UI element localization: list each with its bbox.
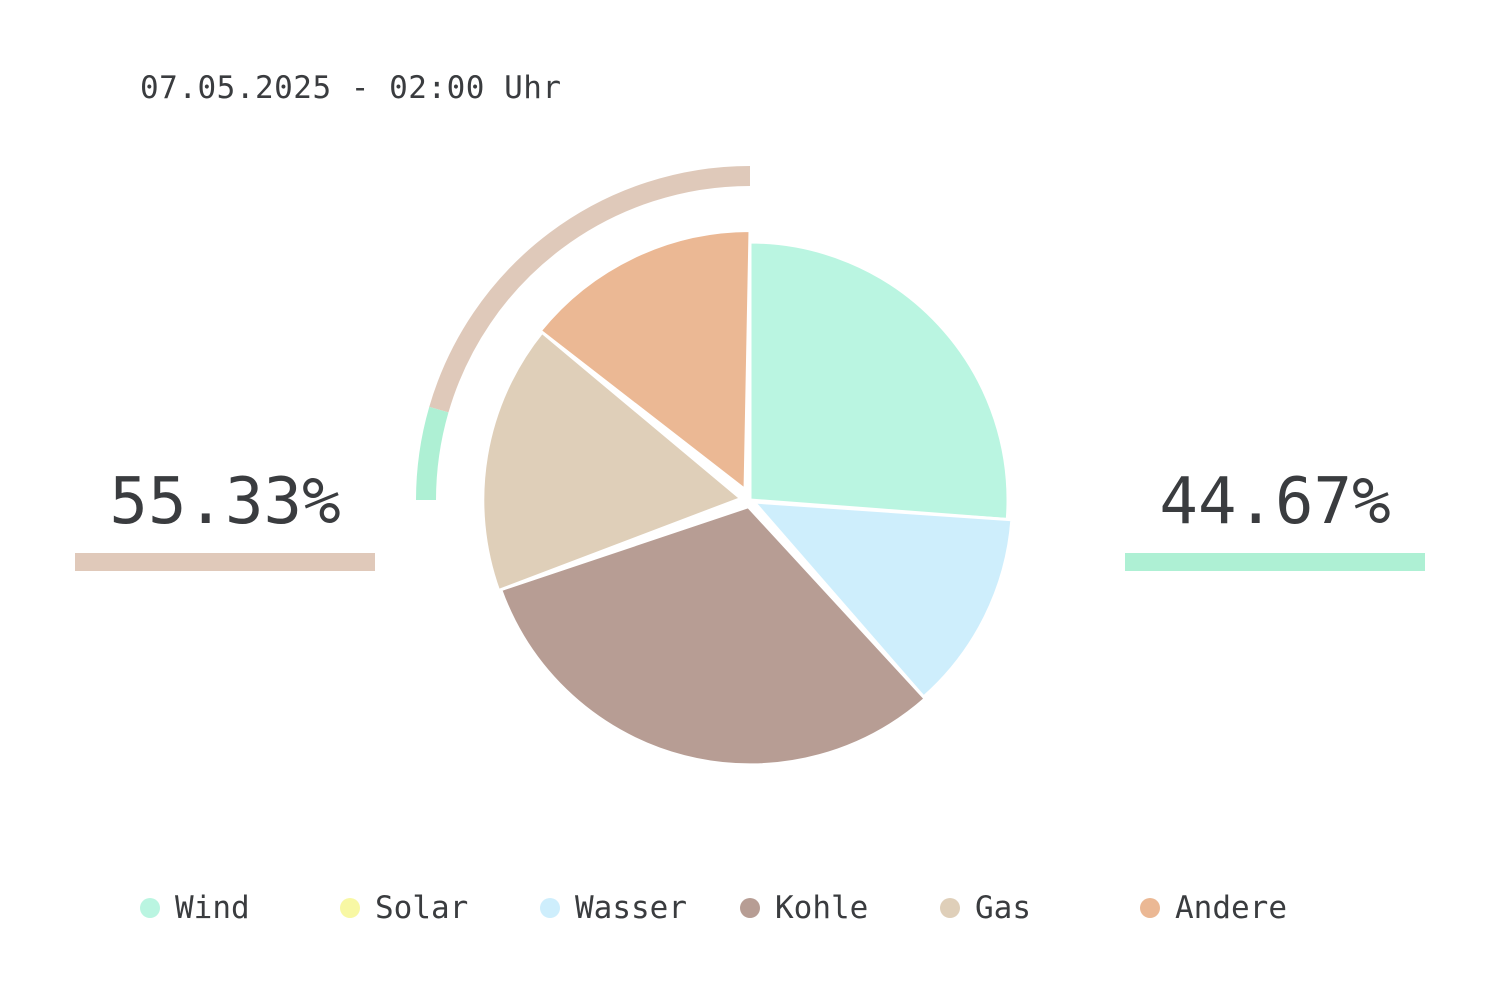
legend-swatch (540, 898, 560, 918)
outer-ring-segment-2 (416, 406, 449, 501)
right-share-value: 44.67% (1159, 465, 1391, 539)
left-share-stat: 55.33% (75, 462, 375, 571)
right-share-bar (1125, 553, 1425, 571)
pie-slice-wasser (752, 500, 1014, 699)
legend-item-solar: Solar (340, 890, 468, 926)
pie-slice-andere (538, 229, 752, 492)
chart-timestamp: 07.05.2025 - 02:00 Uhr (140, 70, 562, 106)
legend-item-andere: Andere (1140, 890, 1287, 926)
legend-label: Wasser (575, 890, 687, 926)
left-share-value: 55.33% (109, 465, 341, 539)
legend-item-kohle: Kohle (740, 890, 868, 926)
chart-legend: Wind Solar Wasser Kohle Gas Andere (140, 890, 1400, 930)
legend-swatch (1140, 898, 1160, 918)
legend-label: Solar (375, 890, 469, 926)
legend-swatch (940, 898, 960, 918)
pie-slice-wind (748, 240, 1010, 521)
legend-label: Gas (975, 890, 1031, 926)
outer-ring-segment-1 (429, 166, 751, 413)
legend-label: Wind (175, 890, 250, 926)
legend-label: Kohle (775, 890, 869, 926)
legend-item-wasser: Wasser (540, 890, 687, 926)
pie-slice-kohle (499, 505, 927, 767)
legend-item-gas: Gas (940, 890, 1031, 926)
legend-swatch (140, 898, 160, 918)
legend-swatch (740, 898, 760, 918)
legend-swatch (340, 898, 360, 918)
legend-item-wind: Wind (140, 890, 250, 926)
pie-slice-gas (481, 330, 743, 593)
legend-label: Andere (1175, 890, 1287, 926)
left-share-bar (75, 553, 375, 571)
right-share-stat: 44.67% (1125, 462, 1425, 571)
